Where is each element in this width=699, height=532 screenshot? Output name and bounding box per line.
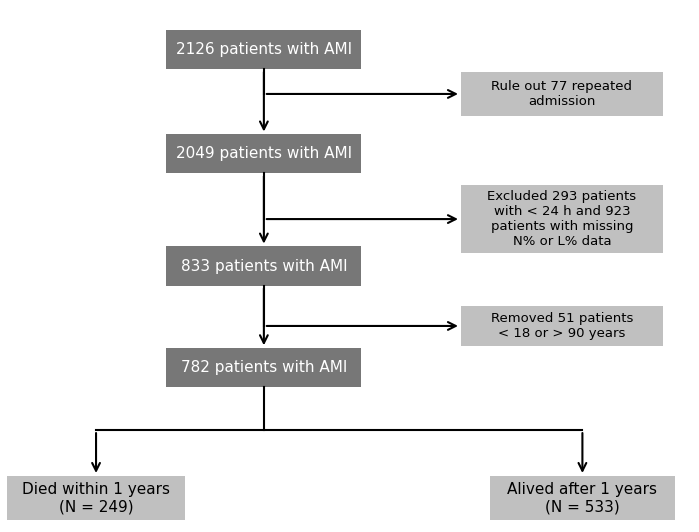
Text: 782 patients with AMI: 782 patients with AMI (180, 360, 347, 375)
FancyBboxPatch shape (461, 306, 663, 345)
FancyBboxPatch shape (461, 72, 663, 116)
FancyBboxPatch shape (490, 476, 675, 520)
FancyBboxPatch shape (461, 185, 663, 253)
Text: Died within 1 years
(N = 249): Died within 1 years (N = 249) (22, 482, 170, 514)
FancyBboxPatch shape (166, 30, 361, 69)
FancyBboxPatch shape (7, 476, 185, 520)
FancyBboxPatch shape (166, 246, 361, 286)
Text: 833 patients with AMI: 833 patients with AMI (180, 259, 347, 273)
Text: Rule out 77 repeated
admission: Rule out 77 repeated admission (491, 80, 633, 108)
Text: Alived after 1 years
(N = 533): Alived after 1 years (N = 533) (507, 482, 657, 514)
Text: 2049 patients with AMI: 2049 patients with AMI (176, 146, 352, 161)
FancyBboxPatch shape (166, 348, 361, 387)
Text: 2126 patients with AMI: 2126 patients with AMI (176, 42, 352, 57)
Text: Excluded 293 patients
with < 24 h and 923
patients with missing
N% or L% data: Excluded 293 patients with < 24 h and 92… (487, 190, 636, 248)
Text: Removed 51 patients
< 18 or > 90 years: Removed 51 patients < 18 or > 90 years (491, 312, 633, 340)
FancyBboxPatch shape (166, 135, 361, 173)
